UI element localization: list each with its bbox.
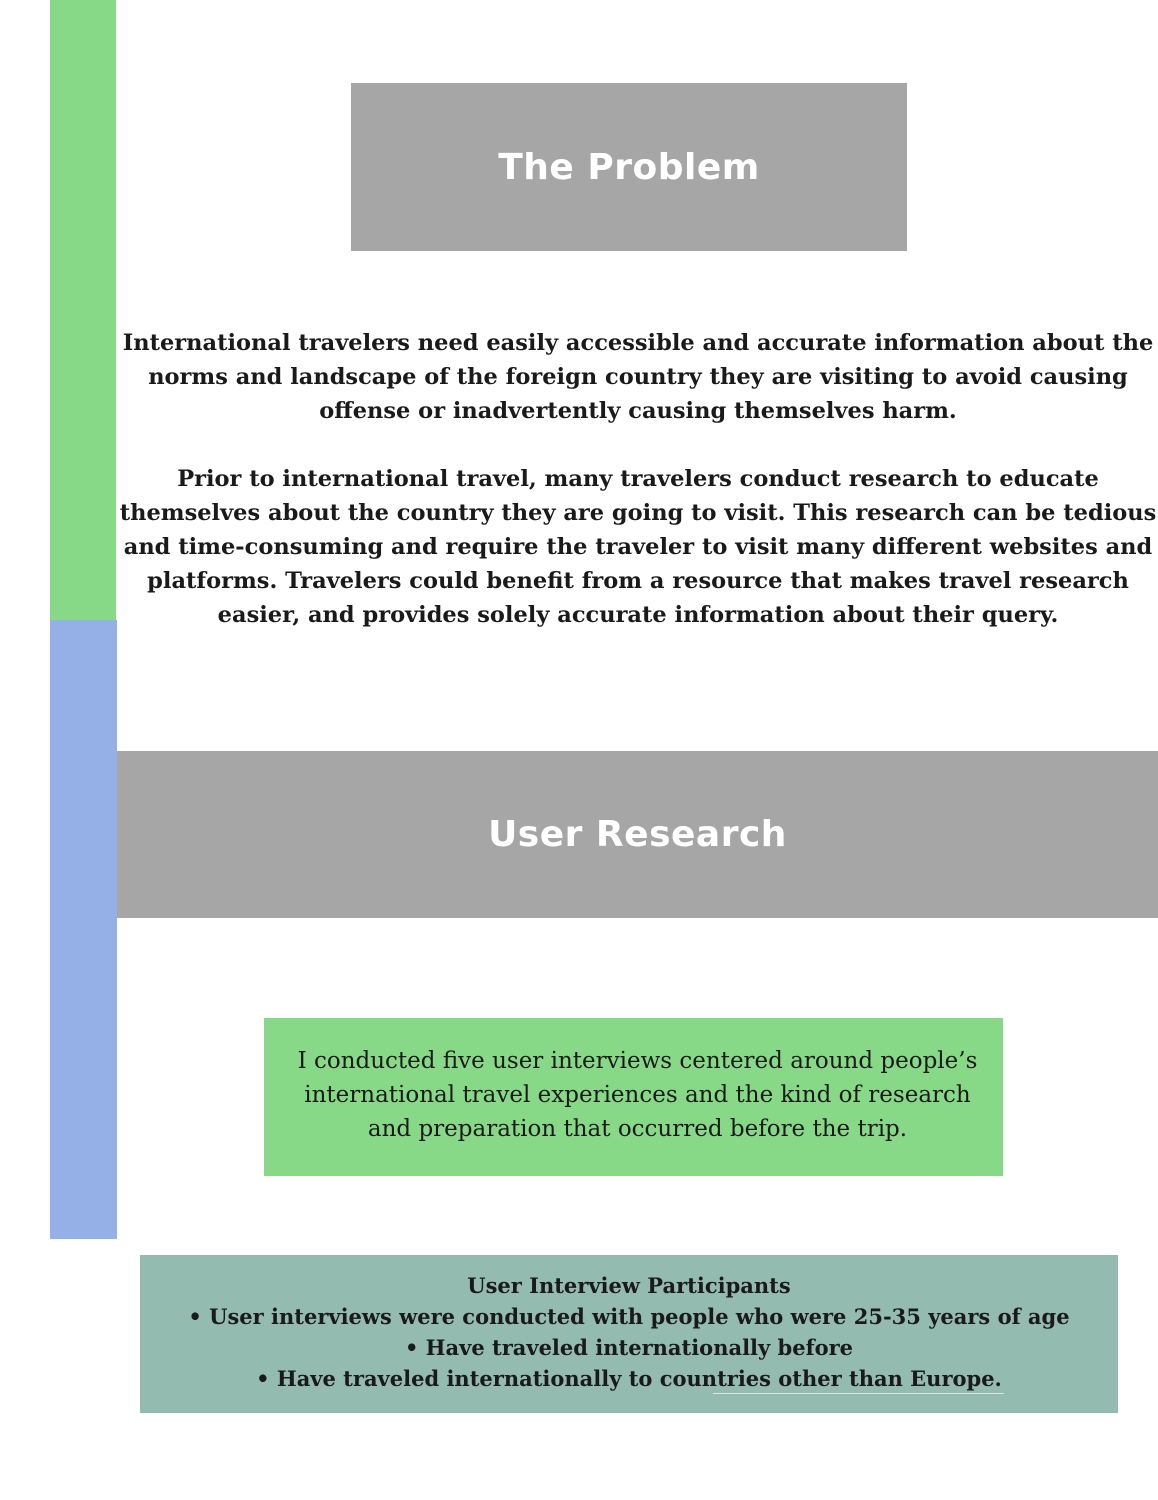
problem-header: The Problem [351, 83, 907, 251]
left-accent-bar-green [50, 0, 116, 620]
participant-criterion: • Have traveled internationally before [404, 1335, 854, 1360]
participant-criterion: • Have traveled internationally to count… [256, 1366, 1002, 1391]
problem-paragraph: International travelers need easily acce… [122, 330, 1154, 424]
decorative-underline [713, 1393, 1004, 1394]
problem-paragraph: Prior to international travel, many trav… [119, 466, 1157, 628]
left-accent-bar-blue [50, 620, 117, 1239]
participants-box: User Interview Participants • User inter… [140, 1255, 1118, 1413]
research-header: User Research [117, 751, 1158, 918]
problem-description: International travelers need easily acce… [118, 326, 1158, 632]
research-title: User Research [488, 814, 787, 855]
interview-summary-text: I conducted five user interviews centere… [297, 1048, 978, 1142]
participants-heading: User Interview Participants [467, 1273, 791, 1298]
interview-summary-box: I conducted five user interviews centere… [264, 1018, 1003, 1176]
problem-title: The Problem [498, 146, 760, 188]
participant-criterion: • User interviews were conducted with pe… [188, 1304, 1070, 1329]
